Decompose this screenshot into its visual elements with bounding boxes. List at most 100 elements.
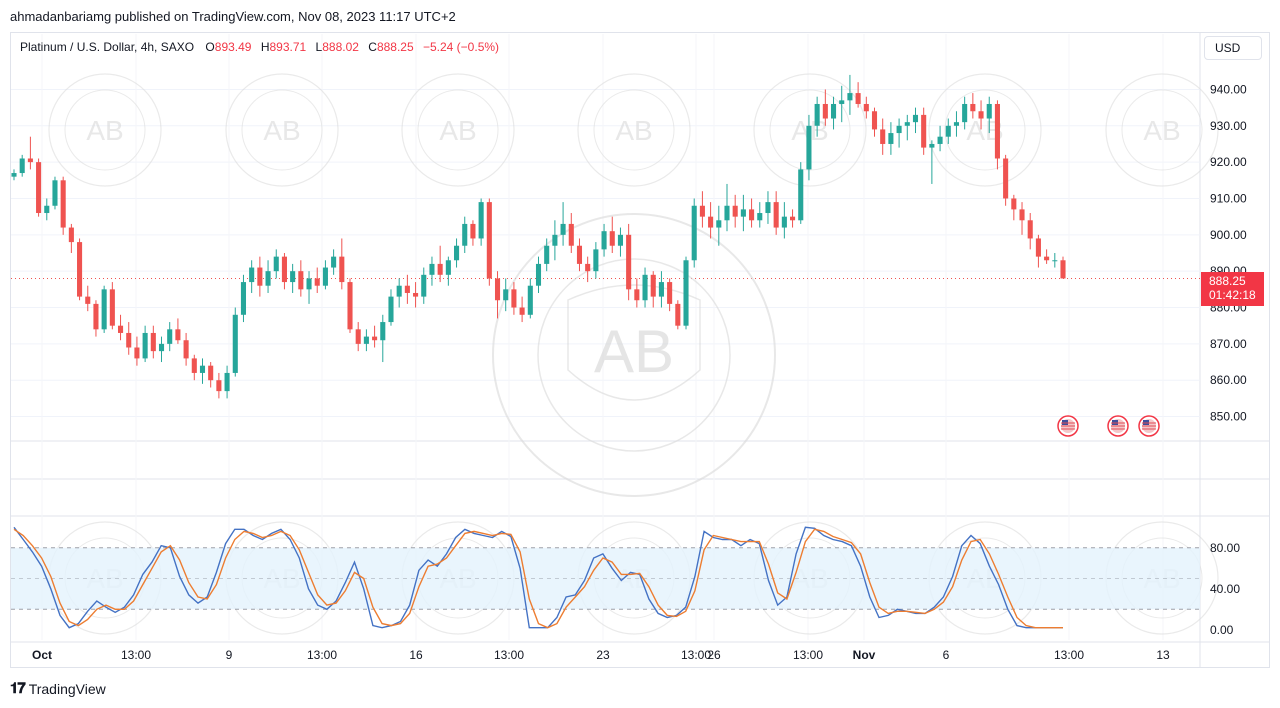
candle — [757, 202, 763, 228]
watermark-seal-large: AB — [492, 213, 776, 497]
candle — [306, 271, 312, 304]
candle — [773, 191, 779, 235]
candle — [290, 263, 296, 293]
candle — [101, 285, 107, 333]
candle — [642, 267, 648, 308]
candle — [986, 96, 992, 134]
time-tick-label: 23 — [596, 648, 610, 662]
candle — [994, 100, 1000, 170]
candle — [494, 271, 501, 319]
stochastic-tick-label: 80.00 — [1210, 541, 1240, 555]
price-tick-label: 900.00 — [1210, 228, 1247, 242]
candle — [1003, 154, 1009, 206]
candle — [372, 325, 378, 348]
stochastic-tick-label: 40.00 — [1210, 582, 1240, 596]
candle — [158, 336, 165, 363]
candle — [675, 300, 681, 330]
candle — [1044, 249, 1050, 264]
candle — [208, 362, 214, 388]
price-tick-label: 940.00 — [1210, 82, 1247, 96]
candle — [683, 256, 689, 330]
tradingview-branding[interactable]: 𝟏𝟕 TradingView — [10, 680, 106, 697]
candle — [1035, 234, 1041, 268]
price-tick-label: 910.00 — [1210, 191, 1247, 205]
candle — [60, 176, 66, 235]
candle — [929, 140, 935, 184]
low-key: L — [315, 40, 323, 54]
candle — [839, 85, 845, 123]
candle — [593, 242, 599, 279]
chart-frame — [10, 32, 1270, 668]
candle — [535, 256, 542, 293]
candle — [732, 194, 738, 228]
watermark-seal: AB — [577, 73, 691, 187]
time-tick-label: 13:00 — [1054, 648, 1084, 662]
candle — [830, 96, 837, 130]
candle — [109, 282, 115, 330]
candle — [576, 238, 583, 272]
us-flag-event-icon[interactable] — [1107, 415, 1129, 437]
svg-text:AB: AB — [594, 318, 674, 385]
candle — [1019, 202, 1025, 235]
candle — [937, 125, 943, 152]
candle — [363, 329, 369, 352]
candle — [880, 118, 886, 155]
candle — [871, 107, 878, 137]
last-price-value: 888.25 — [1209, 274, 1246, 288]
price-tick-label: 850.00 — [1210, 410, 1247, 424]
candle — [798, 162, 804, 224]
currency-button[interactable]: USD — [1204, 36, 1262, 60]
time-tick-label: 13 — [1156, 648, 1170, 662]
candle — [44, 198, 50, 221]
us-flag-event-icon[interactable] — [1138, 415, 1160, 437]
low-value: 888.02 — [322, 40, 359, 54]
candle — [863, 96, 869, 119]
candle — [191, 354, 197, 381]
candle — [183, 332, 189, 366]
symbol-title: Platinum / U.S. Dollar, 4h, SAXO — [20, 40, 195, 54]
published-by-line: ahmadanbariamg published on TradingView.… — [10, 9, 456, 24]
price-axis: 940.00930.00920.00910.00900.00890.00880.… — [1210, 82, 1247, 636]
candle — [904, 114, 910, 141]
candle — [945, 118, 951, 144]
candle — [68, 223, 74, 253]
candle — [617, 227, 623, 257]
time-tick-label: 9 — [226, 648, 233, 662]
candle — [478, 198, 484, 246]
candle — [847, 74, 853, 115]
candle — [175, 318, 181, 344]
close-value: 888.25 — [376, 40, 414, 54]
price-tick-label: 920.00 — [1210, 155, 1247, 169]
us-flag-event-icon[interactable] — [1057, 415, 1079, 437]
open-value: 893.49 — [214, 40, 252, 54]
watermark-seal: AB — [225, 73, 339, 187]
candle — [27, 136, 33, 170]
time-tick-label: 26 — [707, 648, 721, 662]
time-tick-label: 13:00 — [307, 648, 337, 662]
candlestick-series — [11, 74, 1066, 399]
time-tick-label: Oct — [32, 648, 52, 662]
candle — [216, 372, 222, 399]
candle — [11, 169, 17, 181]
stochastic-d-line — [13, 528, 1063, 629]
candle — [437, 245, 443, 283]
candle — [257, 256, 263, 297]
candle — [429, 256, 435, 286]
candle — [142, 325, 148, 363]
time-tick-label: 16 — [409, 648, 423, 662]
event-markers — [1057, 415, 1160, 437]
candle — [626, 223, 632, 301]
candle — [740, 194, 746, 232]
stochastic-tick-label: 0.00 — [1210, 623, 1234, 637]
price-tick-label: 930.00 — [1210, 119, 1247, 133]
candle — [519, 296, 525, 323]
candle — [404, 274, 410, 304]
candle — [560, 202, 566, 246]
candle — [126, 322, 132, 355]
candle — [822, 89, 828, 126]
candle — [273, 249, 279, 279]
watermark-seal: AB — [48, 73, 162, 187]
tradingview-logo-icon: 𝟏𝟕 — [10, 680, 26, 697]
